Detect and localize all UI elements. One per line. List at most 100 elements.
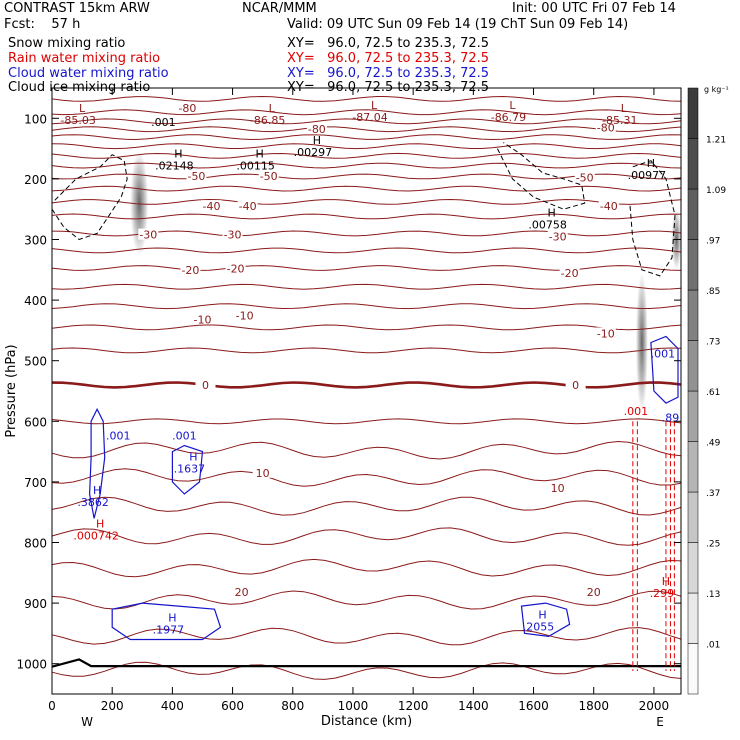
high-marker: H	[189, 451, 197, 464]
low-marker: L	[509, 99, 516, 112]
extremum-value-label: -86.85	[250, 114, 285, 127]
x-axis-label: Distance (km)	[321, 714, 412, 729]
header-init-time: Init: 00 UTC Fri 07 Feb 14	[512, 1, 676, 16]
temperature-contour-line	[51, 185, 682, 192]
y-axis-label: Pressure (hPa)	[4, 344, 19, 437]
high-marker: H	[538, 608, 546, 621]
temperature-contour-label: 20	[587, 586, 601, 599]
temperature-contour-line	[51, 126, 682, 133]
contour-label-background	[306, 123, 327, 135]
colorbar-segment	[687, 542, 699, 594]
cloud-ice-contour	[51, 154, 128, 241]
temperature-contour-line	[51, 440, 682, 460]
cloud-water-contour	[88, 407, 106, 519]
x-tick-label: 400	[161, 699, 184, 713]
temperature-contour-line	[51, 283, 682, 290]
high-marker: H	[174, 148, 182, 161]
contour-label-background	[595, 327, 616, 339]
temperature-contour-label: 10	[256, 467, 270, 480]
temperature-contour-label: -50	[260, 170, 278, 183]
x-tick-label: 2000	[639, 699, 670, 713]
y-tick-label: 500	[24, 355, 47, 369]
colorbar-segment	[687, 87, 699, 139]
temperature-contour-line	[51, 627, 682, 646]
terrain-surface-line	[51, 658, 681, 668]
colorbar-segment	[687, 239, 699, 291]
high-marker: H	[547, 206, 555, 219]
high-marker: H	[96, 517, 104, 530]
temperature-contour-line	[51, 324, 682, 331]
temperature-contour-label: -30	[139, 229, 157, 242]
cloud-water-contour	[520, 602, 571, 638]
field-name-rain: Rain water mixing ratio	[8, 51, 161, 66]
temperature-contour-line	[51, 661, 682, 680]
contour-label-background	[252, 466, 273, 478]
contour-label-background	[574, 171, 595, 183]
temperature-contour-line	[51, 198, 682, 205]
temperature-contour-line	[51, 109, 682, 116]
contour-label-background	[225, 262, 246, 274]
temperature-contour-line	[51, 265, 682, 271]
contour-label-background	[565, 378, 586, 390]
colorbar-level-label: .37	[706, 489, 720, 499]
contour-label-background	[583, 586, 604, 598]
contour-value-label: .001	[106, 429, 131, 442]
x-tick-label: 1800	[578, 699, 609, 713]
contour-value-label: .001	[651, 348, 676, 361]
y-tick-label: 400	[24, 294, 47, 308]
extremum-value-label: .3862	[77, 496, 109, 509]
temperature-contour-label: -10	[236, 309, 254, 322]
colorbar-segment	[687, 491, 699, 543]
contour-value-label: .89	[662, 411, 680, 424]
colorbar-segment	[687, 340, 699, 392]
contour-label-background	[598, 200, 619, 212]
temperature-contour-label: -50	[576, 172, 594, 185]
temperature-contour-label: 20	[235, 586, 249, 599]
contour-label-background	[234, 309, 255, 321]
contour-label-background	[180, 263, 201, 275]
contour-label-background	[192, 313, 213, 325]
cloud-ice-contour	[629, 160, 676, 277]
colorbar-level-label: .25	[706, 540, 720, 550]
header-forecast-hour: Fcst: 57 h	[4, 17, 81, 32]
temperature-contour-line	[51, 527, 682, 546]
contour-value-label: .001	[624, 405, 649, 418]
temperature-contour-line	[51, 143, 682, 150]
cloud-water-contour	[171, 444, 204, 495]
high-marker: H	[256, 148, 264, 161]
temperature-contour-line	[51, 381, 682, 389]
extremum-value-label: .00115	[236, 160, 275, 173]
temperature-contour-label: -30	[224, 229, 242, 242]
colorbar-segment	[687, 643, 699, 695]
temperature-contour-line	[51, 468, 682, 487]
extremum-value-label: .299	[650, 587, 675, 600]
y-tick-label: 200	[24, 173, 47, 187]
header-model-title: CONTRAST 15km ARW	[4, 1, 150, 16]
field-xy-rain: XY= 96.0, 72.5 to 235.3, 72.5	[287, 51, 490, 66]
snow-shading-plume	[635, 272, 648, 413]
colorbar-unit-label: g kg⁻¹	[704, 85, 729, 94]
contour-label-background	[547, 230, 568, 242]
temperature-contour-line	[51, 590, 682, 610]
temperature-contour-line	[51, 347, 682, 354]
contour-label-background	[186, 169, 207, 181]
colorbar: .01 .13 .25 .37 .49 .61 .73 .85 .97 1.09 1.21 g kg⁻…	[687, 85, 729, 695]
contour-label-background	[595, 121, 616, 133]
temperature-contour-label: -10	[193, 313, 211, 326]
contour-label-background	[231, 586, 252, 598]
colorbar-segment	[687, 188, 699, 240]
field-name-cloud-water: Cloud water mixing ratio	[8, 66, 169, 81]
temperature-contour-label: 0	[572, 379, 579, 392]
colorbar-level-label: .97	[706, 237, 720, 247]
contour-label-background	[201, 200, 222, 212]
low-marker: L	[371, 99, 378, 112]
temperature-contour-line	[51, 134, 682, 141]
cloud-water-contour	[650, 335, 679, 404]
temperature-contour-label: -20	[181, 264, 199, 277]
temperature-contour-label: 10	[551, 482, 565, 495]
colorbar-level-label: .61	[706, 388, 720, 398]
temperature-contour-line	[51, 95, 682, 102]
header-valid-time: Valid: 09 UTC Sun 09 Feb 14 (19 ChT Sun …	[287, 17, 629, 32]
contour-label-background	[547, 481, 568, 493]
